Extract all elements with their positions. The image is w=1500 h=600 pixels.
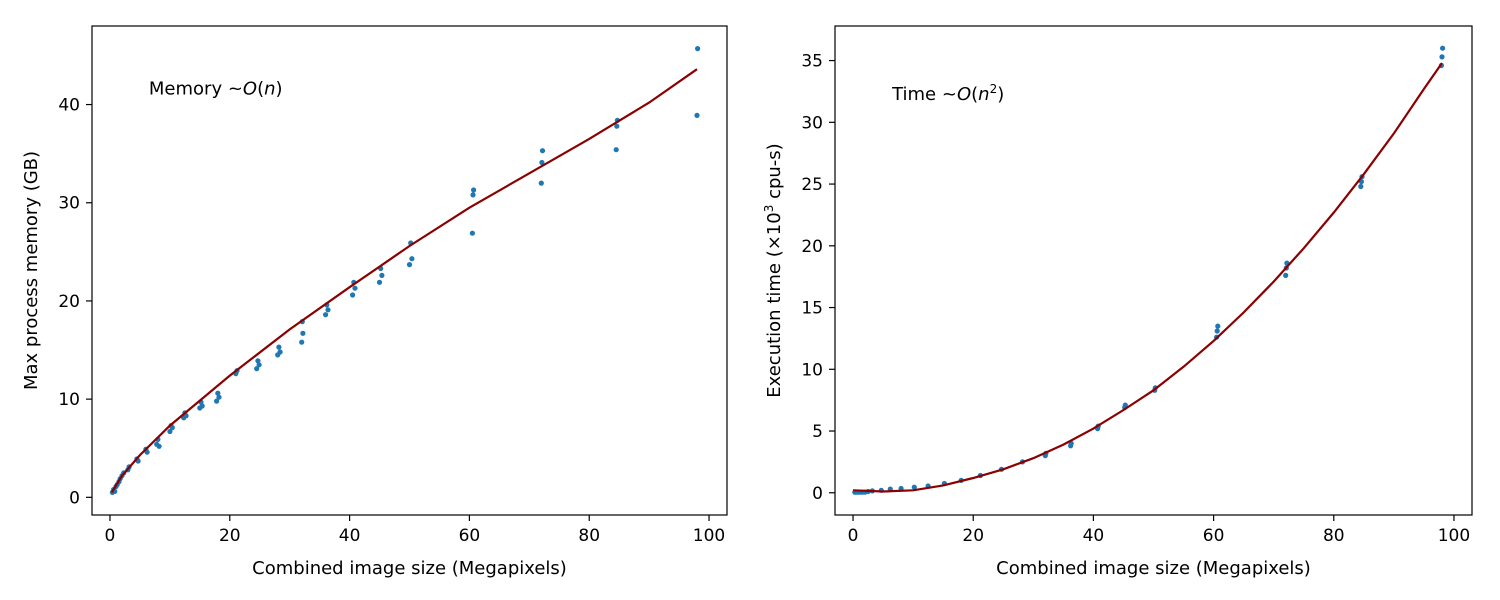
memory-data-point xyxy=(216,394,222,400)
memory-scatter-points xyxy=(109,46,701,495)
time-data-point xyxy=(1358,183,1364,190)
memory-x-ticks: 0 20 40 60 80 100 xyxy=(105,515,725,546)
memory-data-point xyxy=(169,425,175,431)
memory-x-tick-label: 100 xyxy=(693,526,725,546)
memory-data-point xyxy=(409,256,415,262)
memory-x-tick-label: 0 xyxy=(105,526,116,546)
memory-y-tick-label: 30 xyxy=(58,194,80,214)
memory-data-point xyxy=(539,159,545,166)
time-x-tick-label: 100 xyxy=(1438,526,1470,546)
memory-y-tick-label: 40 xyxy=(58,96,80,116)
memory-data-point xyxy=(254,366,260,372)
memory-x-axis-label: Combined image size (Megapixels) xyxy=(252,558,567,579)
time-data-point xyxy=(1214,328,1220,334)
memory-data-point xyxy=(352,285,358,291)
time-x-tick-label: 20 xyxy=(962,526,984,546)
memory-chart: 0 20 40 60 80 100 0 10 20 30 40 Memory ~O(n) Comb… xyxy=(21,25,728,579)
memory-data-point xyxy=(539,148,546,154)
memory-data-point xyxy=(144,449,150,455)
time-y-tick-label: 35 xyxy=(801,52,823,72)
time-y-tick-label: 5 xyxy=(812,422,823,442)
memory-data-point xyxy=(613,147,619,153)
time-scatter-points xyxy=(852,45,1446,495)
time-y-tick-label: 30 xyxy=(801,113,823,133)
time-x-tick-label: 40 xyxy=(1083,526,1105,546)
time-x-axis-label: Combined image size (Megapixels) xyxy=(996,558,1311,579)
memory-x-tick-label: 80 xyxy=(578,526,600,546)
memory-data-point xyxy=(255,358,261,364)
time-y-axis-label: Execution time (×103 cpu-s) xyxy=(762,143,785,397)
memory-data-point xyxy=(199,403,205,409)
time-data-point xyxy=(1440,45,1446,51)
memory-data-point xyxy=(300,330,306,336)
time-data-point xyxy=(1215,323,1221,329)
memory-data-point xyxy=(694,112,700,118)
memory-data-point xyxy=(614,123,620,129)
memory-data-point xyxy=(379,272,385,278)
memory-data-point xyxy=(323,312,329,318)
memory-x-tick-label: 20 xyxy=(219,526,241,546)
time-y-tick-label: 25 xyxy=(801,175,823,195)
time-x-tick-label: 80 xyxy=(1323,526,1345,546)
memory-x-tick-label: 40 xyxy=(339,526,361,546)
time-fit-line xyxy=(852,62,1443,493)
time-x-ticks: 0 20 40 60 80 100 xyxy=(848,515,1470,546)
memory-data-point xyxy=(538,180,544,186)
memory-data-point xyxy=(276,344,282,350)
memory-y-tick-label: 0 xyxy=(69,488,80,508)
memory-data-point xyxy=(350,292,356,298)
time-data-point xyxy=(1122,402,1128,408)
memory-y-tick-label: 10 xyxy=(58,390,80,410)
time-data-point xyxy=(911,484,917,490)
time-x-tick-label: 0 xyxy=(848,526,859,546)
memory-y-ticks: 0 10 20 30 40 xyxy=(58,96,92,508)
time-data-point xyxy=(1439,54,1445,60)
memory-data-point xyxy=(256,362,262,368)
time-y-tick-label: 0 xyxy=(812,484,823,504)
memory-data-point xyxy=(156,443,162,449)
memory-data-point xyxy=(214,398,220,404)
time-y-tick-label: 15 xyxy=(801,299,823,319)
time-x-tick-label: 60 xyxy=(1203,526,1225,546)
time-data-point xyxy=(1283,272,1289,278)
memory-data-point xyxy=(470,192,476,198)
memory-plot-frame xyxy=(91,25,728,516)
memory-data-point xyxy=(215,390,221,396)
time-plot-frame xyxy=(834,25,1473,516)
memory-annotation: Memory ~O(n) xyxy=(149,79,283,100)
time-annotation: Time ~O(n2) xyxy=(891,82,1004,105)
time-y-tick-label: 10 xyxy=(801,360,823,380)
time-y-tick-label: 20 xyxy=(801,237,823,257)
memory-data-point xyxy=(277,349,283,355)
memory-data-point xyxy=(406,262,413,268)
memory-y-tick-label: 20 xyxy=(58,292,80,312)
memory-x-tick-label: 60 xyxy=(459,526,481,546)
memory-fit-line xyxy=(110,68,698,493)
time-y-ticks: 0 5 10 15 20 25 30 35 xyxy=(801,52,835,504)
memory-data-point xyxy=(325,307,331,313)
memory-data-point xyxy=(167,428,173,435)
memory-data-point xyxy=(471,187,477,193)
memory-data-point xyxy=(469,230,475,236)
memory-data-point xyxy=(695,46,701,52)
memory-data-point xyxy=(299,339,305,345)
memory-data-point xyxy=(376,279,383,285)
memory-y-axis-label: Max process memory (GB) xyxy=(21,151,42,390)
